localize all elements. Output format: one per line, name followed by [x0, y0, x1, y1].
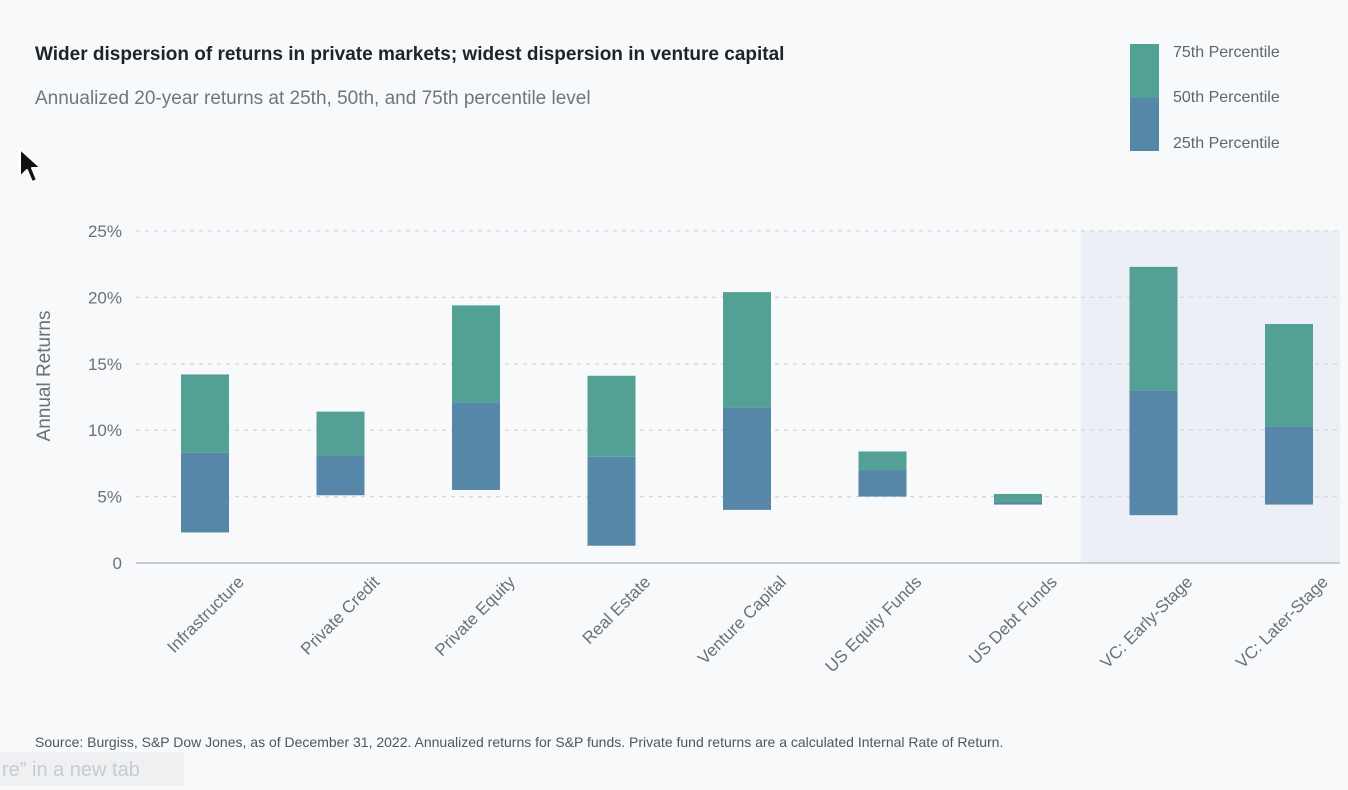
bar-upper-us-equity-funds [858, 451, 907, 471]
y-tick-label: 0 [113, 554, 122, 573]
bar-lower-infrastructure [181, 452, 229, 533]
y-tick-label: 10% [88, 421, 122, 440]
bar-upper-venture-capital [723, 292, 771, 408]
new-tab-hint: re” in a new tab [0, 752, 184, 786]
source-footnote: Source: Burgiss, S&P Dow Jones, as of De… [35, 734, 1004, 750]
legend-label-50th: 50th Percentile [1173, 89, 1280, 106]
bar-lower-us-equity-funds [858, 470, 907, 497]
bar-upper-real-estate [587, 375, 636, 457]
bar-lower-us-debt-funds [994, 501, 1042, 505]
x-tick-label: US Equity Funds [822, 572, 926, 676]
x-tick-label: Infrastructure [164, 572, 248, 656]
x-tick-label: VC: Later-Stage [1232, 572, 1332, 672]
y-tick-label: 25% [88, 222, 122, 241]
y-axis-title: Annual Returns [34, 311, 55, 442]
y-tick-label: 15% [88, 355, 122, 374]
bar-lower-vc-later-stage [1265, 426, 1313, 505]
legend-label-75th: 75th Percentile [1173, 44, 1280, 61]
legend-swatch-upper [1130, 44, 1159, 98]
bar-lower-vc-early-stage [1129, 390, 1178, 516]
bar-lower-private-credit [316, 455, 365, 496]
bar-upper-private-credit [316, 411, 365, 456]
x-tick-label: Venture Capital [694, 572, 790, 668]
x-tick-label: Private Equity [431, 572, 519, 660]
bar-upper-us-debt-funds [994, 493, 1042, 502]
bar-lower-venture-capital [723, 407, 771, 510]
bar-upper-vc-early-stage [1129, 266, 1178, 391]
bar-upper-infrastructure [181, 374, 229, 453]
y-tick-label: 5% [97, 488, 122, 507]
bar-upper-vc-later-stage [1265, 323, 1313, 427]
legend-label-25th: 25th Percentile [1173, 135, 1280, 152]
chart-title: Wider dispersion of returns in private m… [35, 44, 785, 65]
legend-swatch-lower [1130, 98, 1159, 151]
legend: 75th Percentile 50th Percentile 25th Per… [1130, 44, 1330, 154]
x-tick-label: Private Credit [297, 572, 383, 658]
bar-lower-real-estate [587, 456, 636, 546]
x-tick-label: US Debt Funds [965, 572, 1061, 668]
bar-lower-private-equity [452, 402, 500, 490]
bar-upper-private-equity [452, 305, 500, 403]
y-tick-label: 20% [88, 288, 122, 307]
mouse-pointer-icon [19, 148, 42, 183]
chart: 0 5% 10% 15% 20% 25% Annual Returns Infrastruct… [34, 222, 1340, 676]
chart-subtitle: Annualized 20-year returns at 25th, 50th… [35, 88, 591, 109]
x-tick-label: Real Estate [579, 572, 655, 648]
x-tick-label: VC: Early-Stage [1097, 572, 1197, 672]
